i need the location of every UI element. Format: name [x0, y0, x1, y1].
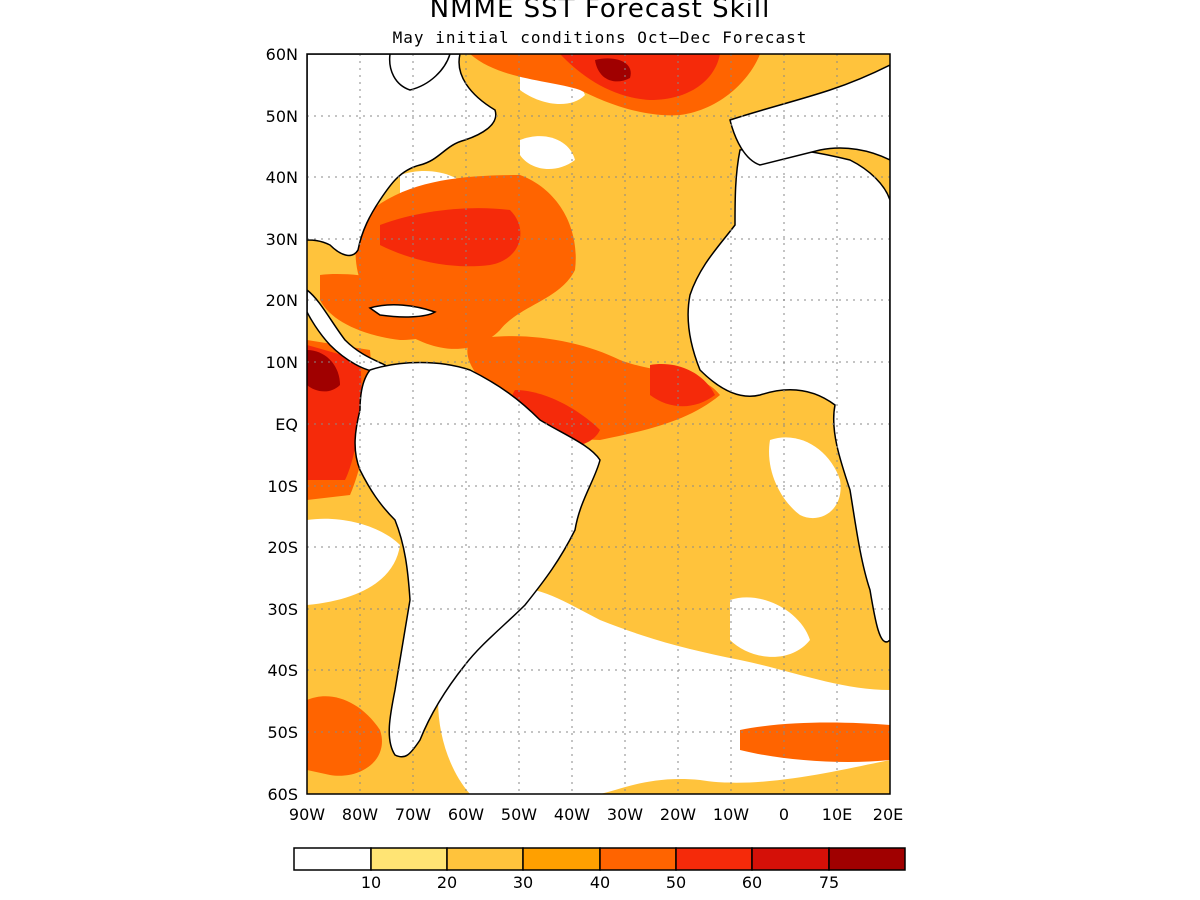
- colorbar-label: 40: [590, 873, 610, 892]
- lat-label: 10S: [267, 477, 298, 496]
- south-america-land: [354, 361, 601, 758]
- lon-label: 20W: [660, 805, 696, 824]
- low-skill-mid-north: [520, 136, 575, 170]
- colorbar: 10 20 30 40 50 60 75: [293, 847, 906, 892]
- map-gridlines: [307, 54, 890, 794]
- lon-label: 70W: [395, 805, 431, 824]
- colorbar-swatch: [751, 847, 830, 871]
- europe-land: [729, 64, 890, 166]
- longitude-axis: 90W 80W 70W 60W 50W 40W 30W 20W 10W 0 10…: [289, 805, 903, 824]
- colorbar-swatch: [522, 847, 601, 871]
- lat-label: 40S: [267, 661, 298, 680]
- colorbar-label: 30: [513, 873, 533, 892]
- lat-label: 10N: [266, 353, 298, 372]
- cuba-island: [368, 304, 437, 318]
- colorbar-label: 75: [819, 873, 839, 892]
- colorbar-label: 10: [361, 873, 381, 892]
- lat-label: 60S: [267, 785, 298, 804]
- lat-label: 50S: [267, 723, 298, 742]
- greenland-land: [388, 54, 451, 91]
- map-title: NMME SST Forecast Skill: [429, 0, 771, 24]
- africa-land: [687, 147, 890, 643]
- colorbar-swatch: [293, 847, 372, 871]
- lat-label: 50N: [266, 107, 298, 126]
- lat-label: 40N: [266, 168, 298, 187]
- map-frame: [306, 53, 891, 795]
- low-skill-south-centre: [730, 597, 810, 657]
- lat-label: 30N: [266, 230, 298, 249]
- lon-label: 10W: [713, 805, 749, 824]
- map-subtitle: May initial conditions Oct–Dec Forecast: [392, 28, 808, 47]
- colorbar-swatch: [675, 847, 753, 871]
- lon-label: 90W: [289, 805, 325, 824]
- colorbar-label: 60: [742, 873, 762, 892]
- skill-field: [307, 54, 890, 794]
- skill-band-west-africa: [650, 364, 715, 407]
- lon-label: 50W: [501, 805, 537, 824]
- colorbar-label: 50: [666, 873, 686, 892]
- lon-label: 60W: [448, 805, 484, 824]
- low-skill-southwest-coast: [307, 518, 400, 605]
- colorbar-swatch: [446, 847, 524, 871]
- colorbar-label: 20: [437, 873, 457, 892]
- lat-label: 60N: [266, 45, 298, 64]
- lon-label: 30W: [607, 805, 643, 824]
- skill-band-south-coast: [307, 696, 382, 776]
- lon-label: 0: [779, 805, 789, 824]
- latitude-axis: 60N 50N 40N 30N 20N 10N EQ 10S 20S 30S 4…: [266, 45, 298, 804]
- lon-label: 40W: [554, 805, 590, 824]
- lat-label: 30S: [267, 600, 298, 619]
- skill-band-peak-pacific: [307, 350, 340, 392]
- colorbar-swatch: [370, 847, 448, 871]
- colorbar-swatch: [599, 847, 677, 871]
- lon-label: 20E: [873, 805, 903, 824]
- lat-label: 20N: [266, 291, 298, 310]
- lat-label: 20S: [267, 538, 298, 557]
- skill-band-peak-north: [595, 58, 631, 82]
- lat-label: EQ: [275, 415, 298, 434]
- colorbar-swatch: [828, 847, 906, 871]
- skill-band-gulf-stream: [380, 208, 521, 267]
- lon-label: 10E: [822, 805, 852, 824]
- lon-label: 80W: [342, 805, 378, 824]
- low-skill-angola-basin: [769, 437, 841, 519]
